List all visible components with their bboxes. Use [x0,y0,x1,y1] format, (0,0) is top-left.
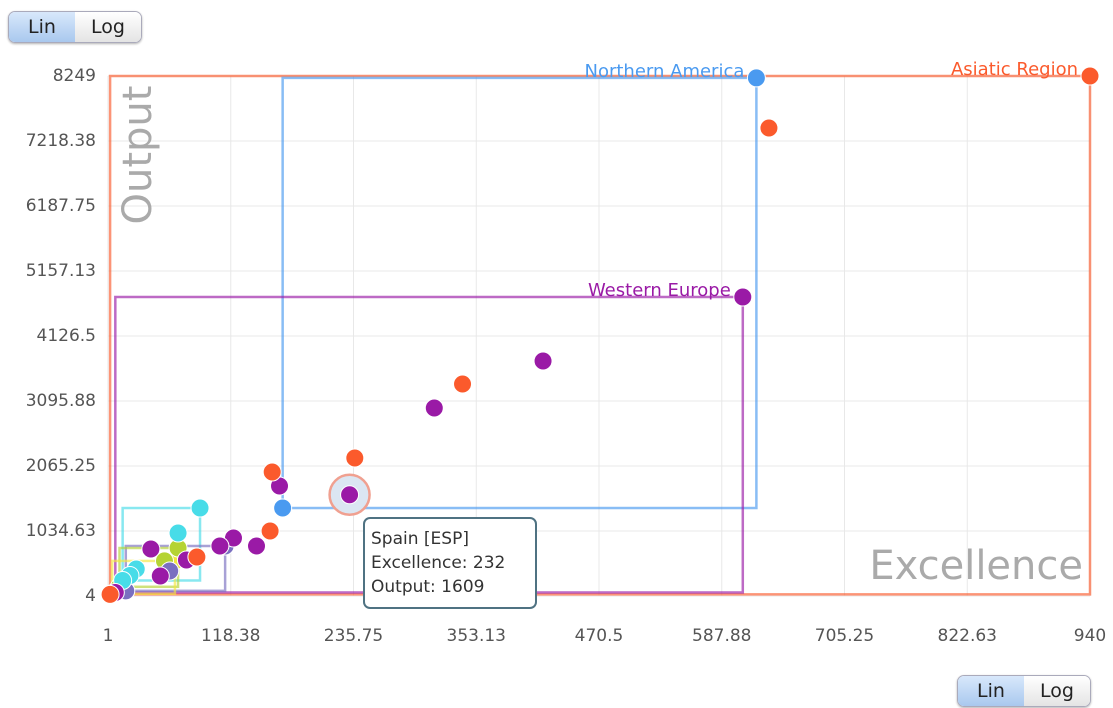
x-tick-label: 235.75 [324,626,383,646]
x-tick-label: 705.25 [815,626,874,646]
y-tick-label: 8249 [53,66,96,86]
point [100,584,120,604]
region-label: Western Europe [588,280,731,301]
x-axis-title: Excellence [869,543,1083,589]
log-button[interactable]: Log [1024,676,1090,706]
point [168,523,188,543]
point [150,566,170,586]
point [345,448,365,468]
y-tick-label: 3095.88 [26,391,96,411]
log-button[interactable]: Log [75,12,141,42]
point [340,485,360,505]
point [210,536,230,556]
x-tick-label: 118.38 [201,626,260,646]
x-tick-label: 587.88 [692,626,751,646]
region-box [108,74,1092,596]
point [759,118,779,138]
point [1080,66,1100,86]
y-axis-title: Output [115,86,161,225]
point [733,287,753,307]
x-tick-label: 353.13 [447,626,506,646]
y-tick-label: 5157.13 [26,261,96,281]
point [424,398,444,418]
y-tick-label: 6187.75 [26,196,96,216]
x-tick-label: 470.5 [575,626,624,646]
tooltip-line: Excellence: 232 [371,553,506,573]
tooltip: Spain [ESP] Excellence: 232 Output: 1609 [363,517,537,609]
point [190,498,210,518]
region-box [281,76,758,510]
scale-toggle: Lin Log [957,675,1091,707]
point [273,498,293,518]
lin-button[interactable]: Lin [9,12,75,42]
tooltip-title: Spain [ESP] [371,529,469,549]
y-tick-label: 7218.38 [26,131,96,151]
tooltip-line: Output: 1609 [371,577,485,597]
x-tick-label: 822.63 [938,626,997,646]
x-tick-label: 1 [103,626,114,646]
point [262,462,282,482]
region-label: Asiatic Region [951,59,1078,80]
y-tick-label: 4126.5 [37,326,96,346]
point [533,351,553,371]
point [187,547,207,567]
point [746,68,766,88]
point [260,521,280,541]
region-label: Northern America [585,61,745,82]
scale-toggle: Lin Log [8,11,142,43]
point [141,539,161,559]
y-tick-label: 2065.25 [26,456,96,476]
y-tick-label: 1034.63 [26,521,96,541]
x-tick-label: 940 [1074,626,1106,646]
point [247,536,267,556]
y-tick-label: 4 [85,586,96,606]
point [453,374,473,394]
lin-button[interactable]: Lin [958,676,1024,706]
